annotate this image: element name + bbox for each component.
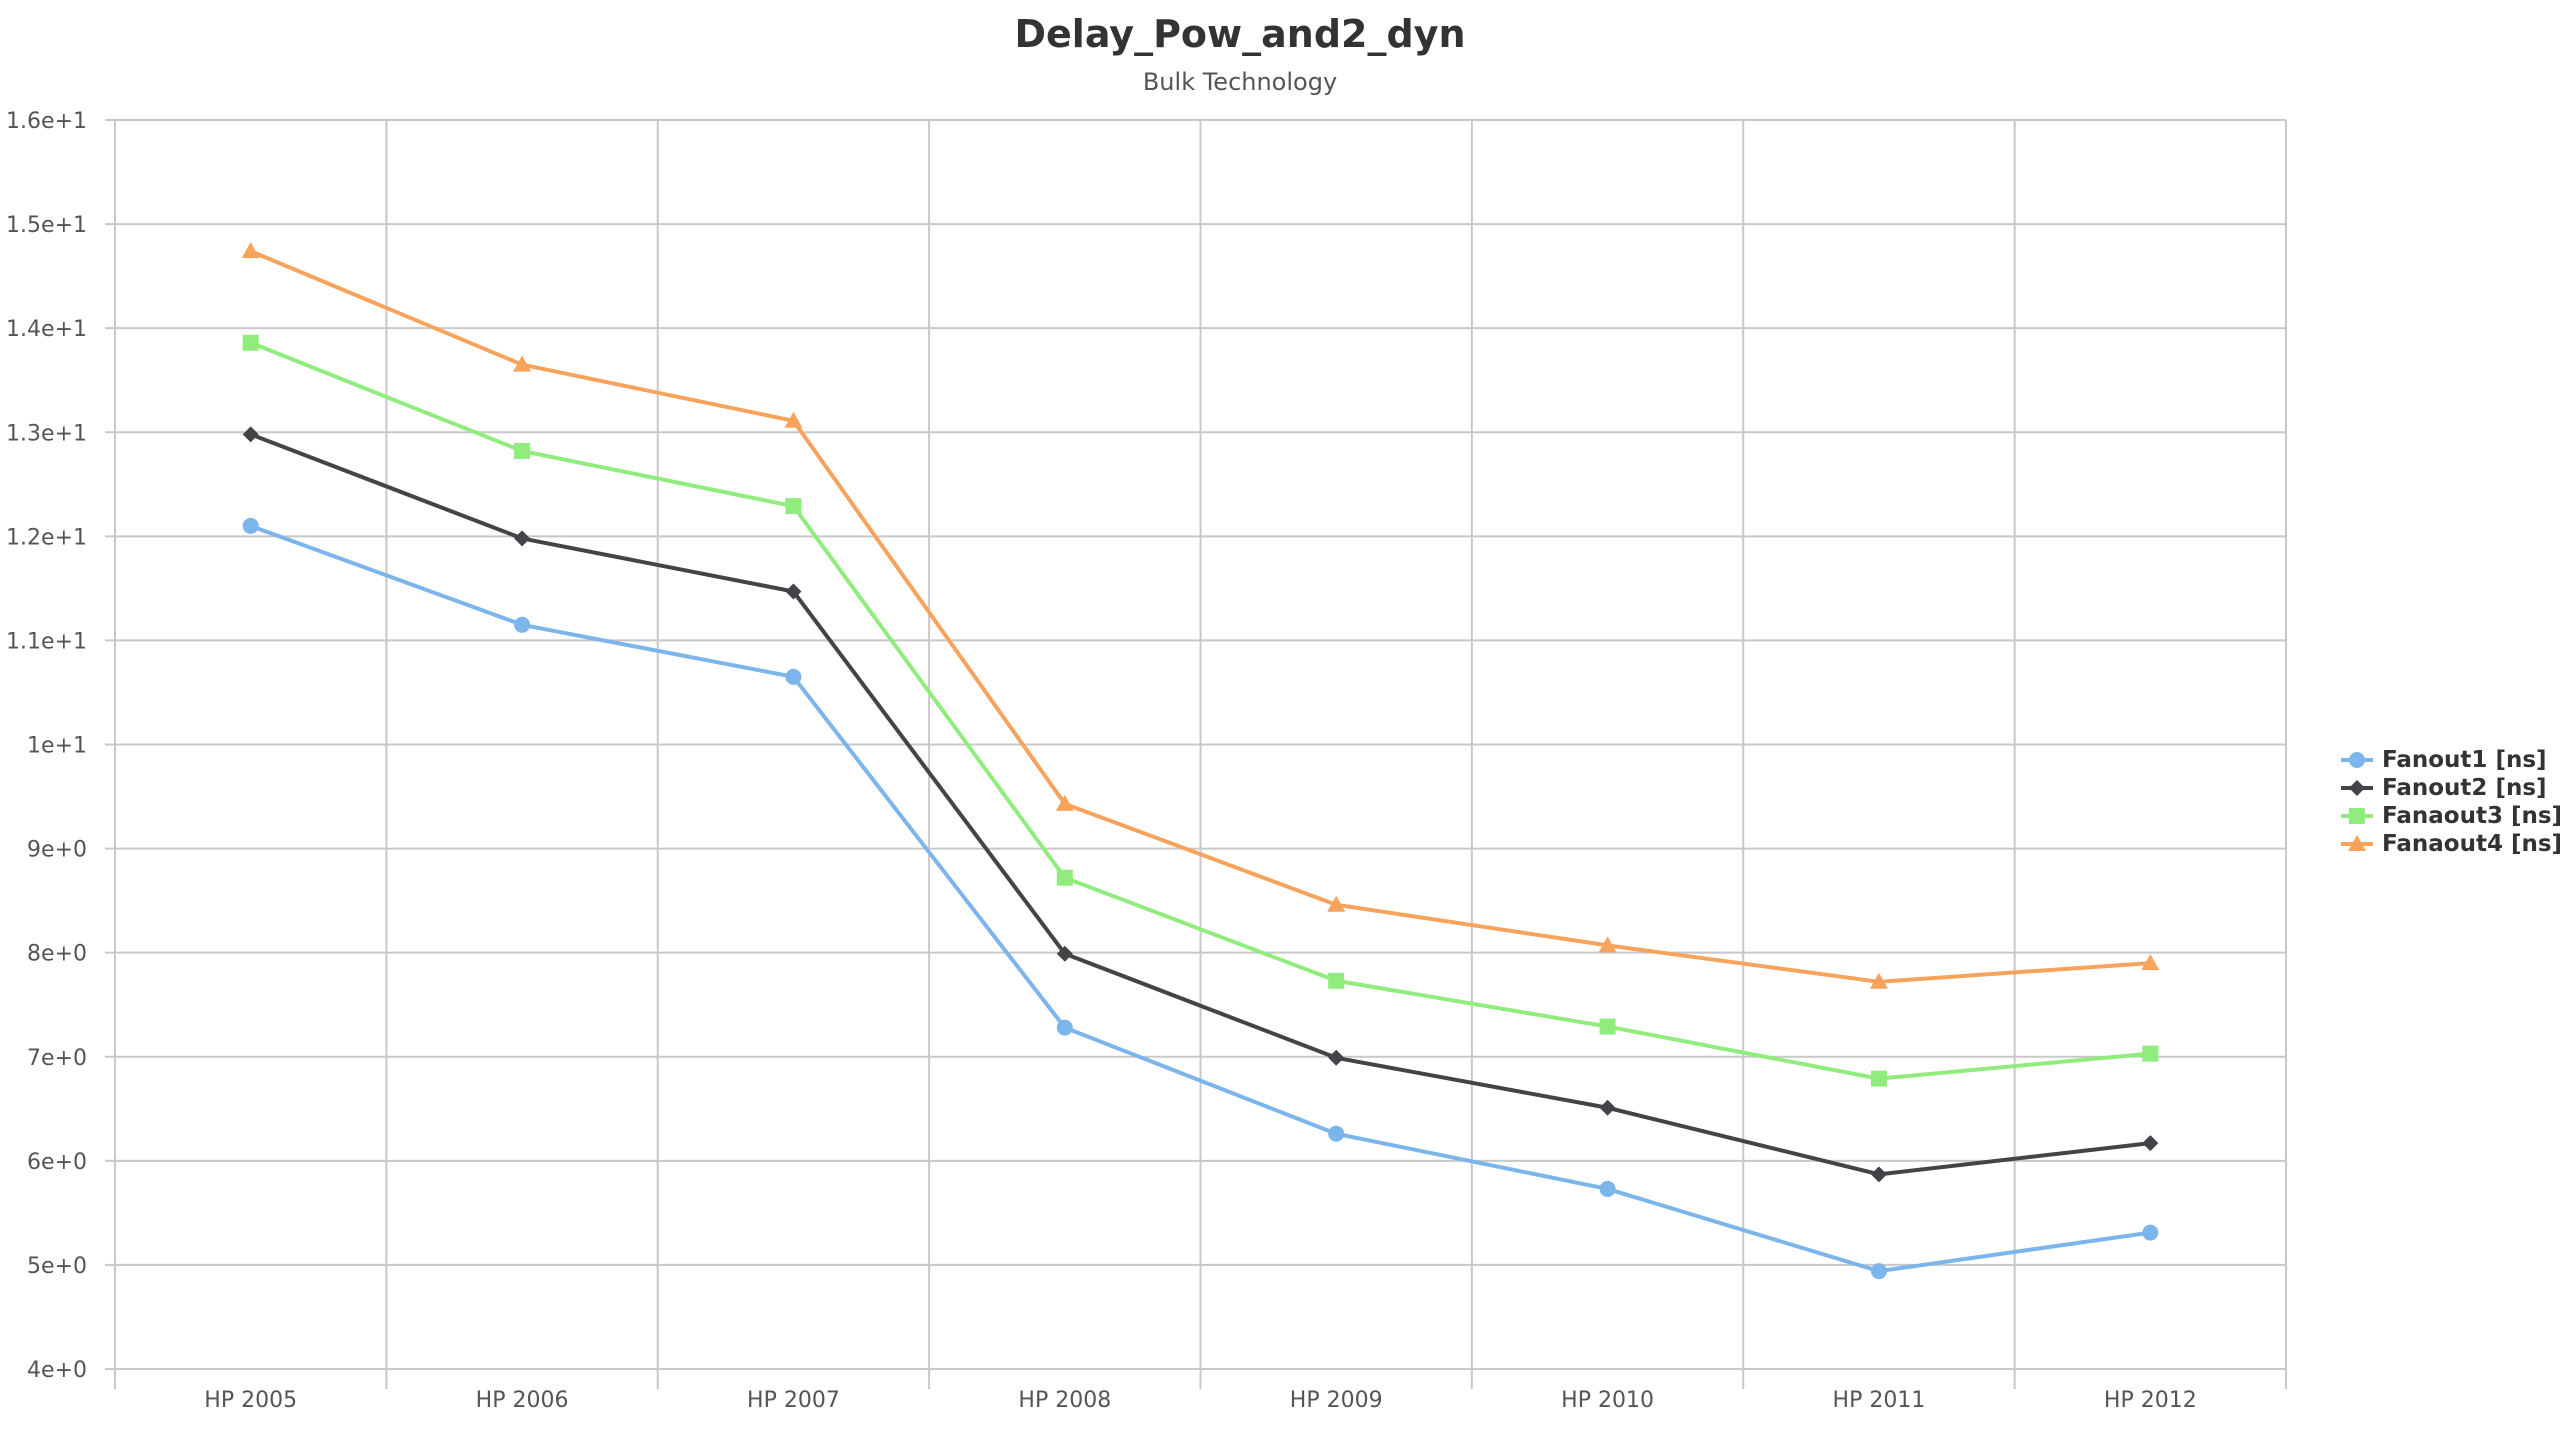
legend-item[interactable]: Fanout2 [ns] — [2340, 774, 2560, 802]
y-tick-label: 1.2e+1 — [6, 525, 87, 550]
triangle-marker-icon — [2341, 835, 2373, 851]
data-point[interactable] — [242, 426, 259, 443]
series-layer — [241, 242, 2160, 1280]
data-point[interactable] — [1328, 1049, 1345, 1066]
y-tick-label: 1.3e+1 — [6, 421, 87, 446]
y-tick-label: 5e+0 — [27, 1254, 87, 1279]
data-point[interactable] — [1327, 895, 1346, 912]
data-point[interactable] — [785, 498, 802, 515]
data-point[interactable] — [242, 334, 259, 351]
legend-marker[interactable] — [2348, 835, 2366, 851]
y-tick-label: 4e+0 — [27, 1358, 87, 1383]
chart-subtitle: Bulk Technology — [1142, 68, 1338, 96]
y-tick-label: 1.6e+1 — [6, 109, 87, 134]
data-point[interactable] — [1055, 794, 1074, 811]
legend-marker[interactable] — [2349, 780, 2365, 796]
series-4 — [241, 242, 2160, 989]
data-point[interactable] — [514, 616, 531, 633]
x-tick-label: HP 2009 — [1290, 1388, 1383, 1413]
diamond-marker-icon — [2341, 780, 2373, 796]
grid-layer — [114, 119, 2287, 1389]
legend-marker[interactable] — [2349, 808, 2365, 824]
data-point[interactable] — [1056, 1019, 1073, 1036]
data-point[interactable] — [2142, 1224, 2159, 1241]
x-tick-label: HP 2007 — [747, 1388, 840, 1413]
legend: Fanout1 [ns] Fanout2 [ns] Fanaout3 [ns] Fan… — [2340, 746, 2560, 858]
data-point[interactable] — [1599, 1099, 1616, 1116]
y-tick-label: 1.4e+1 — [6, 317, 87, 342]
legend-label: Fanout2 [ns] — [2382, 775, 2547, 801]
y-tick-label: 6e+0 — [27, 1150, 87, 1175]
x-tick-label: HP 2008 — [1018, 1388, 1111, 1413]
data-point[interactable] — [1056, 945, 1073, 962]
data-point[interactable] — [241, 242, 260, 259]
data-point[interactable] — [785, 583, 802, 600]
series-line[interactable] — [248, 249, 2153, 984]
x-tick-label: HP 2005 — [204, 1388, 297, 1413]
x-tick-label: HP 2010 — [1561, 1388, 1654, 1413]
data-point[interactable] — [785, 668, 802, 685]
circle-marker-icon — [2341, 752, 2373, 768]
series-2 — [242, 426, 2159, 1183]
axis-layer: 4e+0 5e+0 6e+0 7e+0 8e+0 9e+0 1e+1 1.1e+1 1.2e+1… — [6, 109, 2197, 1413]
data-point[interactable] — [2141, 954, 2160, 971]
data-point[interactable] — [1870, 1070, 1887, 1087]
series-1 — [242, 517, 2159, 1280]
data-point[interactable] — [1869, 972, 1888, 989]
data-point[interactable] — [1598, 936, 1617, 953]
data-point[interactable] — [514, 442, 531, 459]
data-point[interactable] — [1599, 1018, 1616, 1035]
data-point[interactable] — [513, 355, 532, 372]
legend-label: Fanaout4 [ns] — [2382, 831, 2560, 857]
data-point[interactable] — [784, 411, 803, 428]
x-tick-label: HP 2006 — [476, 1388, 569, 1413]
series-line[interactable] — [248, 432, 2153, 1177]
data-point[interactable] — [1056, 869, 1073, 886]
legend-label: Fanaout3 [ns] — [2382, 803, 2560, 829]
y-tick-label: 1.5e+1 — [6, 213, 87, 238]
legend-item[interactable]: Fanout1 [ns] — [2340, 746, 2560, 774]
data-point[interactable] — [242, 517, 259, 534]
data-point[interactable] — [1599, 1180, 1616, 1197]
legend-label: Fanout1 [ns] — [2382, 747, 2547, 773]
y-tick-label: 1.1e+1 — [6, 629, 87, 654]
y-tick-label: 7e+0 — [27, 1046, 87, 1071]
y-tick-label: 9e+0 — [27, 838, 87, 863]
data-point[interactable] — [514, 530, 531, 547]
data-point[interactable] — [1328, 1125, 1345, 1142]
data-point[interactable] — [1870, 1166, 1887, 1183]
data-point[interactable] — [2142, 1135, 2159, 1152]
series-line[interactable] — [248, 523, 2153, 1274]
y-tick-label: 8e+0 — [27, 942, 87, 967]
chart-title: Delay_Pow_and2_dyn — [1014, 12, 1466, 56]
y-tick-label: 1e+1 — [27, 734, 87, 759]
x-tick-label: HP 2012 — [2104, 1388, 2197, 1413]
series-3 — [242, 334, 2159, 1087]
series-line[interactable] — [248, 340, 2153, 1081]
legend-marker[interactable] — [2349, 752, 2365, 768]
square-marker-icon — [2341, 808, 2373, 824]
data-point[interactable] — [1870, 1263, 1887, 1280]
data-point[interactable] — [1328, 972, 1345, 989]
legend-item[interactable]: Fanaout3 [ns] — [2340, 802, 2560, 830]
legend-item[interactable]: Fanaout4 [ns] — [2340, 830, 2560, 858]
data-point[interactable] — [2142, 1045, 2159, 1062]
x-tick-label: HP 2011 — [1833, 1388, 1926, 1413]
